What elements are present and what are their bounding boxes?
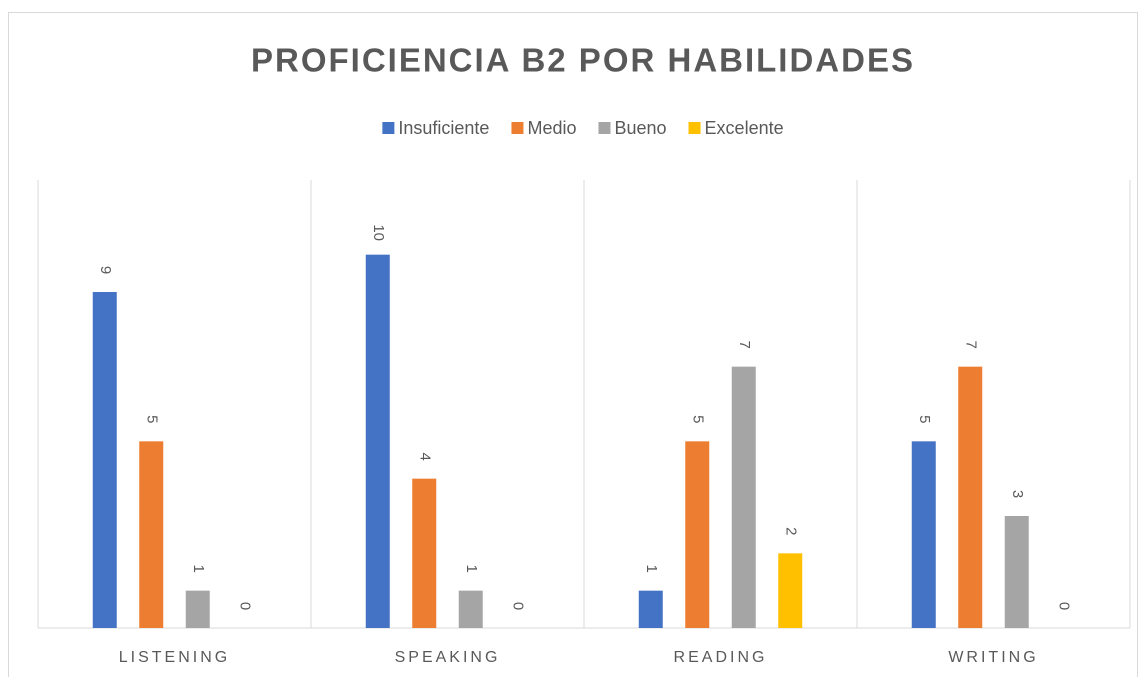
legend-swatch	[511, 122, 524, 134]
legend-label: Medio	[527, 118, 576, 138]
data-label: 7	[736, 340, 753, 348]
legend-swatch	[598, 122, 611, 134]
bar	[365, 254, 390, 628]
bar	[731, 366, 756, 628]
bar	[958, 366, 983, 628]
bar	[638, 590, 663, 628]
x-tick-label: WRITING	[948, 649, 1038, 666]
data-label: 2	[782, 527, 799, 535]
data-label: 7	[962, 340, 979, 348]
bar	[92, 292, 117, 628]
legend-label: Insuficiente	[398, 118, 489, 138]
legend-swatch	[382, 122, 395, 134]
data-label: 0	[236, 602, 253, 610]
data-label: 3	[1009, 490, 1026, 498]
data-label: 1	[463, 564, 480, 572]
legend-swatch	[688, 122, 701, 134]
data-label: 0	[509, 602, 526, 610]
bar	[139, 441, 164, 628]
legend-label: Excelente	[705, 118, 784, 138]
legend-label: Bueno	[614, 118, 666, 138]
bar	[911, 441, 936, 628]
data-label: 4	[416, 452, 433, 460]
chart-border	[8, 12, 1138, 677]
bar	[185, 590, 210, 628]
data-label: 9	[97, 266, 114, 274]
bar	[412, 478, 437, 628]
bar	[1004, 516, 1029, 628]
bar	[685, 441, 710, 628]
data-label: 5	[689, 415, 706, 423]
data-label: 1	[190, 564, 207, 572]
x-tick-label: SPEAKING	[395, 649, 501, 666]
bar	[778, 553, 803, 628]
x-tick-label: READING	[674, 649, 768, 666]
data-label: 10	[370, 224, 387, 241]
bar	[458, 590, 483, 628]
data-label: 5	[143, 415, 160, 423]
data-label: 0	[1055, 602, 1072, 610]
data-label: 5	[916, 415, 933, 423]
data-label: 1	[643, 564, 660, 572]
chart-title: PROFICIENCIA B2 POR HABILIDADES	[251, 42, 915, 79]
x-tick-label: LISTENING	[119, 649, 230, 666]
